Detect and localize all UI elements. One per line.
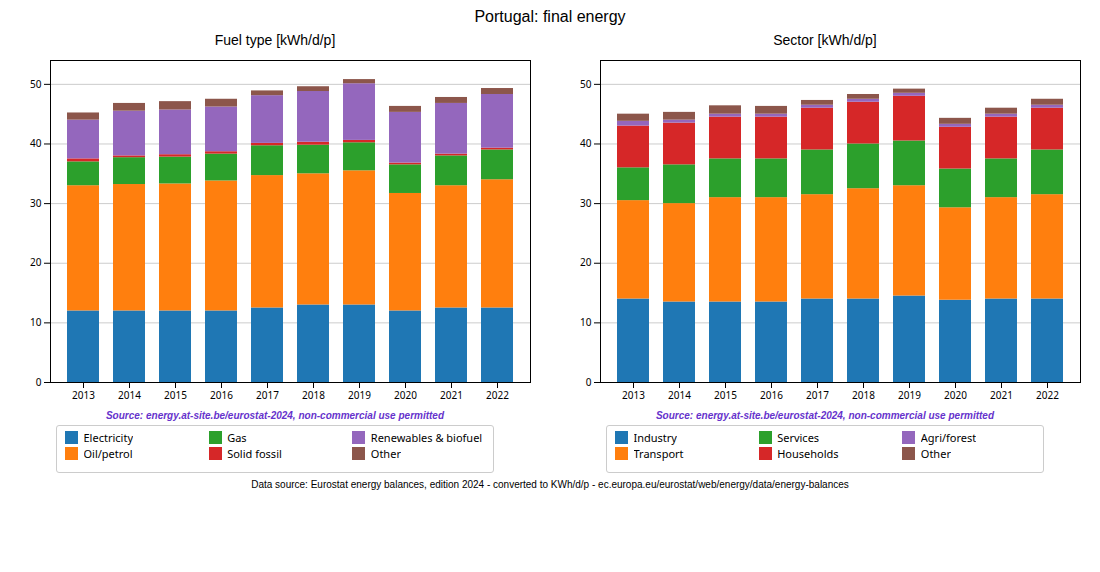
svg-text:2016: 2016 (760, 388, 783, 402)
svg-text:30: 30 (580, 196, 592, 210)
html-text:Data source: Eurostat energy b: Data source: Eurostat energy balances, e… (251, 478, 849, 490)
svg-text:2017: 2017 (806, 388, 829, 402)
html-text:Other: Other (920, 446, 951, 461)
html-text:Portugal: final energy: Portugal: final energy (474, 8, 626, 25)
svg-text:2014: 2014 (118, 388, 141, 402)
svg-text:2021: 2021 (440, 388, 463, 402)
svg-text:0: 0 (36, 375, 42, 389)
svg-text:50: 50 (30, 77, 42, 91)
html-text:Transport: Transport (633, 446, 684, 461)
html-text:Agri/forest: Agri/forest (920, 430, 977, 445)
html-text:Oil/petrol: Oil/petrol (83, 446, 133, 461)
html-text:Source: energy.at-site.be/euro: Source: energy.at-site.be/eurostat-2024,… (656, 410, 994, 421)
html-text:Gas: Gas (227, 430, 247, 445)
html-text:Households: Households (777, 446, 839, 461)
svg-text:30: 30 (30, 196, 42, 210)
html-text:Solid fossil: Solid fossil (227, 446, 282, 461)
html-text:Electricity: Electricity (83, 430, 133, 445)
svg-text:2019: 2019 (348, 388, 371, 402)
svg-text:2017: 2017 (256, 388, 279, 402)
svg-text:20: 20 (30, 255, 42, 269)
html-text:Services: Services (777, 430, 820, 445)
svg-text:10: 10 (30, 315, 42, 329)
svg-text:2014: 2014 (668, 388, 691, 402)
svg-text:2022: 2022 (1036, 388, 1059, 402)
svg-text:2013: 2013 (622, 388, 645, 402)
html-text:Renewables & biofuel: Renewables & biofuel (370, 430, 483, 445)
html-text:Fuel type [kWh/d/p]: Fuel type [kWh/d/p] (214, 32, 336, 48)
svg-text:40: 40 (30, 136, 42, 150)
svg-text:2013: 2013 (72, 388, 95, 402)
svg-text:2019: 2019 (898, 388, 921, 402)
html-text:Other: Other (370, 446, 401, 461)
svg-text:10: 10 (580, 315, 592, 329)
svg-text:2020: 2020 (394, 388, 417, 402)
html-text:Industry: Industry (633, 430, 677, 445)
svg-text:2018: 2018 (852, 388, 875, 402)
svg-text:2021: 2021 (990, 388, 1013, 402)
svg-text:2022: 2022 (486, 388, 509, 402)
svg-text:2020: 2020 (944, 388, 967, 402)
html-text:Sector [kWh/d/p]: Sector [kWh/d/p] (773, 32, 877, 48)
svg-text:2015: 2015 (164, 388, 187, 402)
svg-text:2015: 2015 (714, 388, 737, 402)
svg-text:20: 20 (580, 255, 592, 269)
svg-text:50: 50 (580, 77, 592, 91)
svg-text:2018: 2018 (302, 388, 325, 402)
svg-text:2016: 2016 (210, 388, 233, 402)
html-text:Source: energy.at-site.be/euro: Source: energy.at-site.be/eurostat-2024,… (106, 410, 444, 421)
svg-text:40: 40 (580, 136, 592, 150)
svg-text:0: 0 (586, 375, 592, 389)
